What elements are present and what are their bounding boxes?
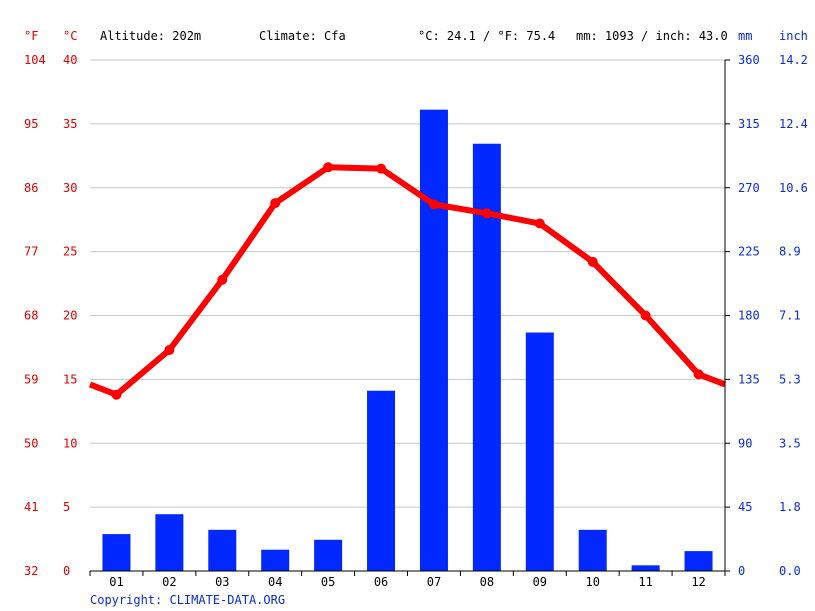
altitude-text: Altitude: 202m — [100, 29, 201, 43]
tick-label-celsius: 15 — [63, 372, 77, 386]
tick-label-inch: 10.6 — [779, 181, 808, 195]
tick-label-mm: 180 — [738, 309, 760, 323]
x-tick-label: 03 — [215, 575, 229, 589]
tick-label-fahrenheit: 104 — [24, 53, 46, 67]
tick-label-mm: 45 — [738, 500, 752, 514]
tick-label-celsius: 30 — [63, 181, 77, 195]
x-tick-label: 07 — [427, 575, 441, 589]
temperature-point — [164, 344, 175, 355]
tick-label-fahrenheit: 59 — [24, 372, 38, 386]
precipitation-total-text: mm: 1093 / inch: 43.0 — [576, 29, 728, 43]
temperature-point — [534, 218, 545, 229]
x-tick-label: 02 — [162, 575, 176, 589]
tick-label-inch: 5.3 — [779, 372, 801, 386]
tick-label-mm: 315 — [738, 117, 760, 131]
x-tick-label: 11 — [638, 575, 652, 589]
tick-label-fahrenheit: 95 — [24, 117, 38, 131]
precipitation-bar — [261, 549, 290, 571]
tick-label-celsius: 10 — [63, 436, 77, 450]
grid-lines — [90, 59, 725, 508]
temperature-point — [693, 369, 704, 380]
x-tick-label: 05 — [321, 575, 335, 589]
tick-label-celsius: 25 — [63, 245, 77, 259]
tick-label-inch: 7.1 — [779, 309, 801, 323]
tick-label-mm: 90 — [738, 436, 752, 450]
tick-label-fahrenheit: 41 — [24, 500, 38, 514]
tick-label-fahrenheit: 68 — [24, 309, 38, 323]
precipitation-bar — [155, 514, 184, 571]
tick-label-mm: 0 — [738, 564, 745, 578]
temperature-point — [270, 198, 281, 209]
precipitation-bar — [367, 390, 396, 571]
precipitation-bar — [419, 109, 448, 572]
climate-text: Climate: Cfa — [259, 29, 346, 43]
temperature-point — [111, 389, 122, 400]
tick-label-mm: 135 — [738, 372, 760, 386]
temperature-point — [376, 163, 387, 174]
x-tick-label: 09 — [533, 575, 547, 589]
tick-label-inch: 8.9 — [779, 245, 801, 259]
axes — [89, 59, 730, 576]
tick-label-celsius: 5 — [63, 500, 70, 514]
tick-labels: 32 0 0 0.0 41 5 45 1.8 50 10 90 3.5 59 15 135 5.3 68 20 18… — [24, 53, 808, 589]
temperature-point — [481, 208, 492, 219]
temperature-point — [428, 199, 439, 210]
precipitation-bar — [578, 529, 607, 571]
x-tick-label: 01 — [109, 575, 123, 589]
temperature-point — [323, 162, 334, 173]
tick-label-inch: 3.5 — [779, 436, 801, 450]
unit-inch-label: inch — [779, 29, 808, 43]
precipitation-bar — [208, 529, 237, 571]
temperature-average-text: °C: 24.1 / °F: 75.4 — [418, 29, 555, 43]
temperature-point — [217, 274, 228, 285]
x-tick-label: 04 — [268, 575, 282, 589]
tick-label-celsius: 20 — [63, 309, 77, 323]
precipitation-bar — [314, 539, 343, 571]
x-tick-label: 12 — [691, 575, 705, 589]
temperature-point — [640, 310, 651, 321]
tick-label-mm: 270 — [738, 181, 760, 195]
tick-label-inch: 1.8 — [779, 500, 801, 514]
tick-label-fahrenheit: 32 — [24, 564, 38, 578]
tick-label-celsius: 40 — [63, 53, 77, 67]
tick-label-mm: 225 — [738, 245, 760, 259]
tick-label-celsius: 0 — [63, 564, 70, 578]
unit-fahrenheit-label: °F — [24, 29, 38, 43]
precipitation-bar — [525, 332, 554, 571]
unit-mm-label: mm — [738, 29, 752, 43]
tick-label-inch: 12.4 — [779, 117, 808, 131]
x-tick-label: 06 — [374, 575, 388, 589]
tick-label-fahrenheit: 50 — [24, 436, 38, 450]
x-tick-label: 10 — [585, 575, 599, 589]
precipitation-bar — [684, 551, 713, 571]
precipitation-bars — [102, 109, 713, 572]
temperature-polyline — [88, 164, 727, 398]
precipitation-bar — [102, 534, 131, 571]
unit-celsius-label: °C — [63, 29, 77, 43]
tick-label-celsius: 35 — [63, 117, 77, 131]
tick-label-mm: 360 — [738, 53, 760, 67]
x-tick-label: 08 — [480, 575, 494, 589]
tick-label-inch: 14.2 — [779, 53, 808, 67]
precipitation-bar — [631, 565, 660, 571]
temperature-line — [88, 162, 727, 400]
precipitation-bar — [472, 143, 501, 571]
tick-label-fahrenheit: 86 — [24, 181, 38, 195]
tick-label-fahrenheit: 77 — [24, 245, 38, 259]
temperature-point — [587, 256, 598, 267]
tick-label-inch: 0.0 — [779, 564, 801, 578]
copyright-text: Copyright: CLIMATE-DATA.ORG — [90, 593, 285, 607]
